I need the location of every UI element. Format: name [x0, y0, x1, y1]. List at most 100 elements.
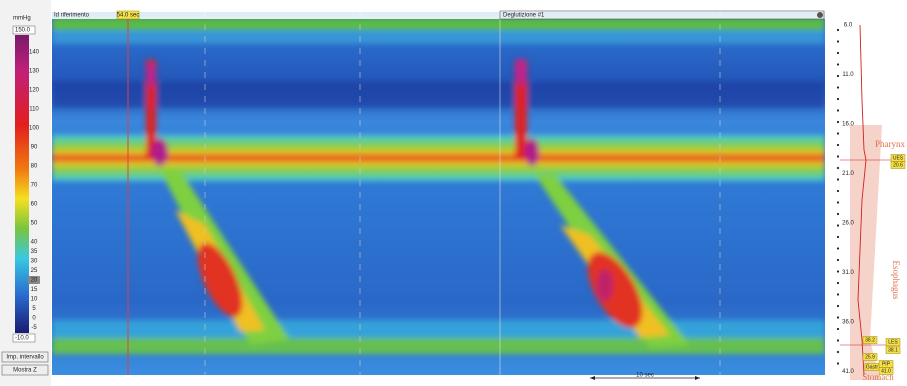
- tag-box: [890, 161, 906, 169]
- tag-label: 25.9: [865, 354, 875, 360]
- sensor-dot: [836, 120, 840, 124]
- sensor-dot: [836, 74, 840, 78]
- button-label[interactable]: Imp. intervallo: [6, 355, 44, 361]
- tag-label: 20.6: [893, 162, 903, 168]
- sensor-dot: [836, 132, 840, 135]
- depth-label: 26.0: [842, 221, 854, 227]
- scale-label: 90: [31, 145, 38, 151]
- sensor-dot: [836, 339, 840, 342]
- sensor-dot: [836, 293, 840, 296]
- tag-label: 38.1: [888, 347, 898, 353]
- tag-box: [862, 353, 878, 361]
- sensor-dot: [836, 178, 840, 181]
- depth-label: 11.0: [842, 72, 854, 78]
- sensor-dot: [836, 28, 840, 32]
- anatomy-shade: [850, 125, 882, 380]
- min-box: [12, 333, 36, 343]
- sensor-dot: [836, 51, 840, 55]
- scale-label: 110: [29, 107, 39, 113]
- button[interactable]: [1, 351, 49, 363]
- scale-label: 60: [31, 202, 38, 208]
- scale-label: 35: [31, 249, 38, 255]
- sensor-dot: [836, 235, 840, 239]
- heatmap: [52, 12, 825, 375]
- time-box: [116, 10, 140, 20]
- sensor-dot: [836, 304, 840, 308]
- sensor-dot: [836, 258, 840, 262]
- tag-label: Gastr: [866, 364, 879, 370]
- tag-label: UES: [893, 155, 904, 161]
- sensor-dot: [836, 270, 840, 273]
- reference-label: Id riferimento: [54, 13, 90, 19]
- sensor-dot: [836, 155, 840, 158]
- scale-label: 0: [32, 316, 36, 322]
- depth-label: 21.0: [842, 171, 854, 177]
- scale-label: 130: [29, 69, 40, 75]
- scale-label: 5: [32, 306, 36, 312]
- top-strip: [52, 11, 825, 19]
- tag-box: [878, 367, 894, 375]
- scale-label: 40: [31, 240, 38, 246]
- sensor-dot: [836, 166, 840, 170]
- button-label[interactable]: Mostra Z: [13, 368, 37, 374]
- sensor-dot: [836, 247, 840, 250]
- scale-label: 20: [31, 278, 38, 284]
- depth-label: 6.0: [844, 23, 853, 29]
- region-label: Pharynx: [875, 139, 905, 149]
- scale-label: 25: [31, 268, 38, 274]
- scale-label: 140: [29, 50, 40, 56]
- button[interactable]: [1, 364, 49, 376]
- sensor-dot: [836, 143, 840, 147]
- scale-label: 100: [29, 126, 40, 132]
- swallow-box: [499, 10, 825, 20]
- tag-box: [885, 338, 901, 346]
- sensor-dot: [836, 212, 840, 216]
- scale-label: 30: [31, 259, 38, 265]
- sensor-dot: [836, 109, 840, 112]
- max-box: [12, 25, 36, 35]
- sensor-dot: [836, 189, 840, 193]
- sensor-dot: [836, 281, 840, 285]
- sensor-dot: [836, 201, 840, 204]
- tag-label: 38.2: [865, 337, 875, 343]
- scale-label: 15: [31, 287, 38, 293]
- tag-box: [864, 363, 880, 371]
- scale-label: 70: [31, 183, 38, 189]
- swallow-label: Deglutizione #1: [503, 13, 545, 19]
- sensor-dot: [836, 40, 840, 43]
- tag-box: [885, 346, 901, 354]
- tag-label: LES: [888, 339, 898, 345]
- sensor-dot: [836, 350, 840, 354]
- arrow: [590, 376, 595, 380]
- depth-label: 31.0: [842, 270, 854, 276]
- sensor-dot: [836, 63, 840, 66]
- max-label: 150.0: [15, 28, 31, 34]
- close-icon[interactable]: [817, 12, 823, 18]
- sensor-dot: [836, 97, 840, 101]
- color-scale: [15, 35, 29, 333]
- scale-label: 80: [31, 164, 38, 170]
- scale-label: 10: [31, 297, 38, 303]
- region-label: Stomach: [862, 372, 894, 382]
- sensor-dot: [836, 316, 840, 319]
- min-label: -10.0: [15, 336, 29, 342]
- tag-box: [862, 336, 878, 344]
- sensor-dot: [836, 224, 840, 227]
- unit: mmHg: [13, 16, 31, 22]
- sensor-dot: [836, 86, 840, 89]
- depth-label: 16.0: [842, 122, 854, 128]
- sensor-dot: [836, 327, 840, 331]
- region-label: Esophagus: [891, 261, 901, 300]
- scale-label: -5: [31, 325, 37, 331]
- depth-label: 41.0: [842, 369, 854, 375]
- scale-label: 50: [31, 221, 38, 227]
- tag-label: 41.0: [881, 368, 891, 374]
- scale-label: 120: [29, 88, 40, 94]
- depth-label: 36.0: [842, 320, 854, 326]
- sensor-dot: [836, 362, 840, 365]
- arrow: [695, 376, 700, 380]
- time-label: 54.0 sec: [117, 13, 140, 19]
- slider: [28, 276, 40, 284]
- scale-bar-label: 10 sec: [636, 373, 654, 379]
